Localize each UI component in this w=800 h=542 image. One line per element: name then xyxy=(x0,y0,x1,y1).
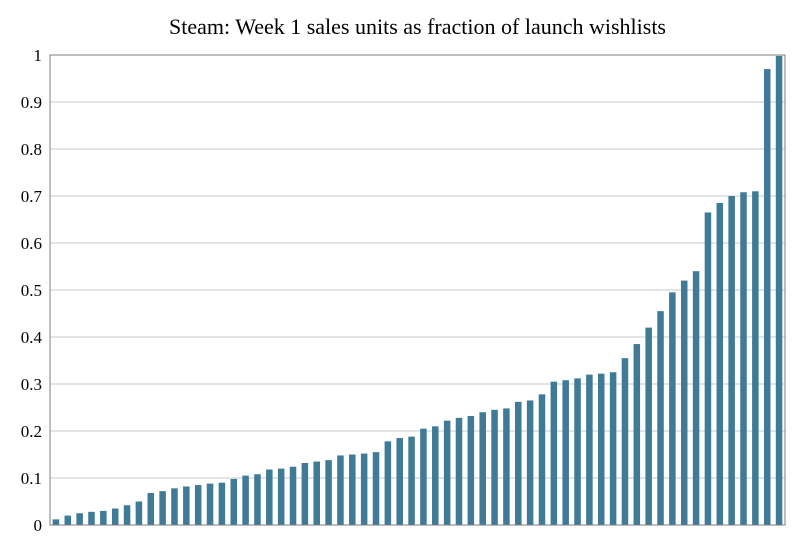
y-tick-label: 0.7 xyxy=(21,187,43,206)
bar xyxy=(444,421,451,525)
y-tick-label: 0.2 xyxy=(21,422,42,441)
bar xyxy=(100,511,107,525)
y-tick-label: 1 xyxy=(34,46,43,65)
y-tick-label: 0.4 xyxy=(21,328,43,347)
bar xyxy=(705,212,712,525)
bar xyxy=(65,516,72,525)
bar xyxy=(290,467,297,525)
bar xyxy=(610,372,617,525)
bar xyxy=(171,488,178,525)
bar xyxy=(491,410,498,525)
bar xyxy=(124,505,131,525)
bar xyxy=(396,438,403,525)
bar xyxy=(385,441,392,525)
bar xyxy=(479,412,486,525)
bar xyxy=(539,394,546,525)
bar xyxy=(242,476,249,525)
bar-chart: 0 0.1 0.2 0.3 0.4 0.5 0.6 0.7 0.8 0.9 1 xyxy=(0,0,800,542)
bar xyxy=(764,69,771,525)
bar xyxy=(337,455,344,525)
bar xyxy=(88,512,95,525)
bar xyxy=(278,469,285,525)
bar xyxy=(776,56,783,525)
bar xyxy=(717,203,724,525)
bar xyxy=(159,491,166,525)
bar xyxy=(195,485,202,525)
y-tick-label: 0.5 xyxy=(21,281,42,300)
bar xyxy=(586,375,593,525)
bar xyxy=(645,328,652,525)
bar xyxy=(728,196,735,525)
y-tick-label: 0.9 xyxy=(21,93,42,112)
bar xyxy=(266,470,273,525)
bar xyxy=(752,191,759,525)
bar xyxy=(503,408,510,525)
bar xyxy=(325,460,332,525)
bar xyxy=(634,344,641,525)
bar xyxy=(432,426,439,525)
bar xyxy=(622,358,629,525)
bar xyxy=(207,484,214,525)
y-tick-label: 0.8 xyxy=(21,140,42,159)
bar xyxy=(740,192,747,525)
bar xyxy=(76,513,83,525)
bar xyxy=(598,374,605,525)
y-tick-label: 0 xyxy=(34,516,43,535)
bar xyxy=(361,454,368,525)
y-tick-label: 0.3 xyxy=(21,375,42,394)
bar xyxy=(420,429,427,525)
bar xyxy=(313,462,320,525)
bar xyxy=(693,271,700,525)
bar xyxy=(551,382,558,525)
bar xyxy=(373,452,380,525)
bar xyxy=(681,281,688,525)
bar xyxy=(408,437,415,525)
bar xyxy=(53,519,60,525)
bar xyxy=(136,502,143,526)
bar xyxy=(562,380,569,525)
bar xyxy=(669,292,676,525)
bar xyxy=(219,483,226,525)
bar xyxy=(349,455,356,526)
bar xyxy=(574,378,581,525)
chart-title: Steam: Week 1 sales units as fraction of… xyxy=(50,14,785,40)
bar xyxy=(515,402,522,525)
bar xyxy=(254,474,261,525)
bar xyxy=(456,418,463,525)
bar xyxy=(112,509,119,525)
bar xyxy=(230,479,237,525)
bar xyxy=(148,493,155,525)
y-tick-label: 0.1 xyxy=(21,469,42,488)
y-tick-label: 0.6 xyxy=(21,234,42,253)
bar xyxy=(302,463,309,525)
bar xyxy=(468,416,475,525)
bar xyxy=(183,486,190,525)
bar xyxy=(657,311,664,525)
bar xyxy=(527,400,534,525)
chart-container: { "chart": { "type": "bar", "title": "St… xyxy=(0,0,800,542)
